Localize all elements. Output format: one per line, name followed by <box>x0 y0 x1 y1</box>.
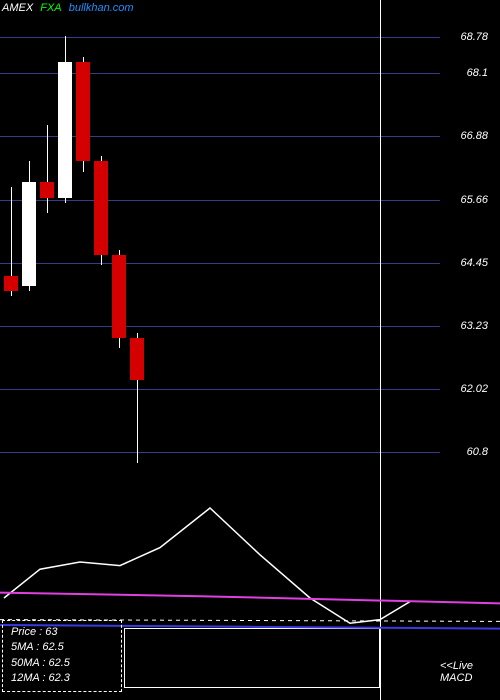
live-label-line1: <<Live <box>440 660 473 672</box>
horizontal-gridline <box>0 389 440 390</box>
stats-box: Price : 635MA : 62.550MA : 62.512MA : 62… <box>2 620 122 692</box>
candle-body <box>130 338 144 380</box>
embedded-box <box>124 628 380 688</box>
gridline-label: 63.23 <box>460 320 488 332</box>
candle-body <box>22 182 36 286</box>
exchange-label: AMEX <box>2 2 33 14</box>
candle-body <box>40 182 54 198</box>
stats-row: 12MA : 62.3 <box>11 671 113 686</box>
stats-row: 5MA : 62.5 <box>11 640 113 655</box>
candle-body <box>58 62 72 197</box>
stats-row: 50MA : 62.5 <box>11 656 113 671</box>
gridline-label: 66.88 <box>460 130 488 142</box>
candle-wick <box>47 125 48 213</box>
horizontal-gridline <box>0 326 440 327</box>
live-label-line2: MACD <box>440 672 473 684</box>
horizontal-gridline <box>0 452 440 453</box>
symbol-label: FXA <box>40 2 61 14</box>
source-label: bullkhan.com <box>69 2 134 14</box>
stock-chart: AMEX FXA bullkhan.com Price : 635MA : 62… <box>0 0 500 700</box>
price-chart-area <box>0 0 500 520</box>
live-macd-label: <<Live MACD <box>440 660 473 684</box>
horizontal-gridline <box>0 200 440 201</box>
candle-body <box>4 276 18 292</box>
stats-row: Price : 63 <box>11 625 113 640</box>
vertical-marker <box>380 0 381 700</box>
gridline-label: 62.02 <box>460 383 488 395</box>
gridline-label: 64.45 <box>460 257 488 269</box>
gridline-label: 68.1 <box>467 67 488 79</box>
candle-body <box>76 62 90 161</box>
horizontal-gridline <box>0 37 440 38</box>
gridline-label: 60.8 <box>467 446 488 458</box>
candle-body <box>112 255 126 338</box>
gridline-label: 65.66 <box>460 194 488 206</box>
candle-body <box>94 161 108 255</box>
chart-title-bar: AMEX FXA bullkhan.com <box>2 2 138 14</box>
horizontal-gridline <box>0 263 440 264</box>
gridline-label: 68.78 <box>460 31 488 43</box>
